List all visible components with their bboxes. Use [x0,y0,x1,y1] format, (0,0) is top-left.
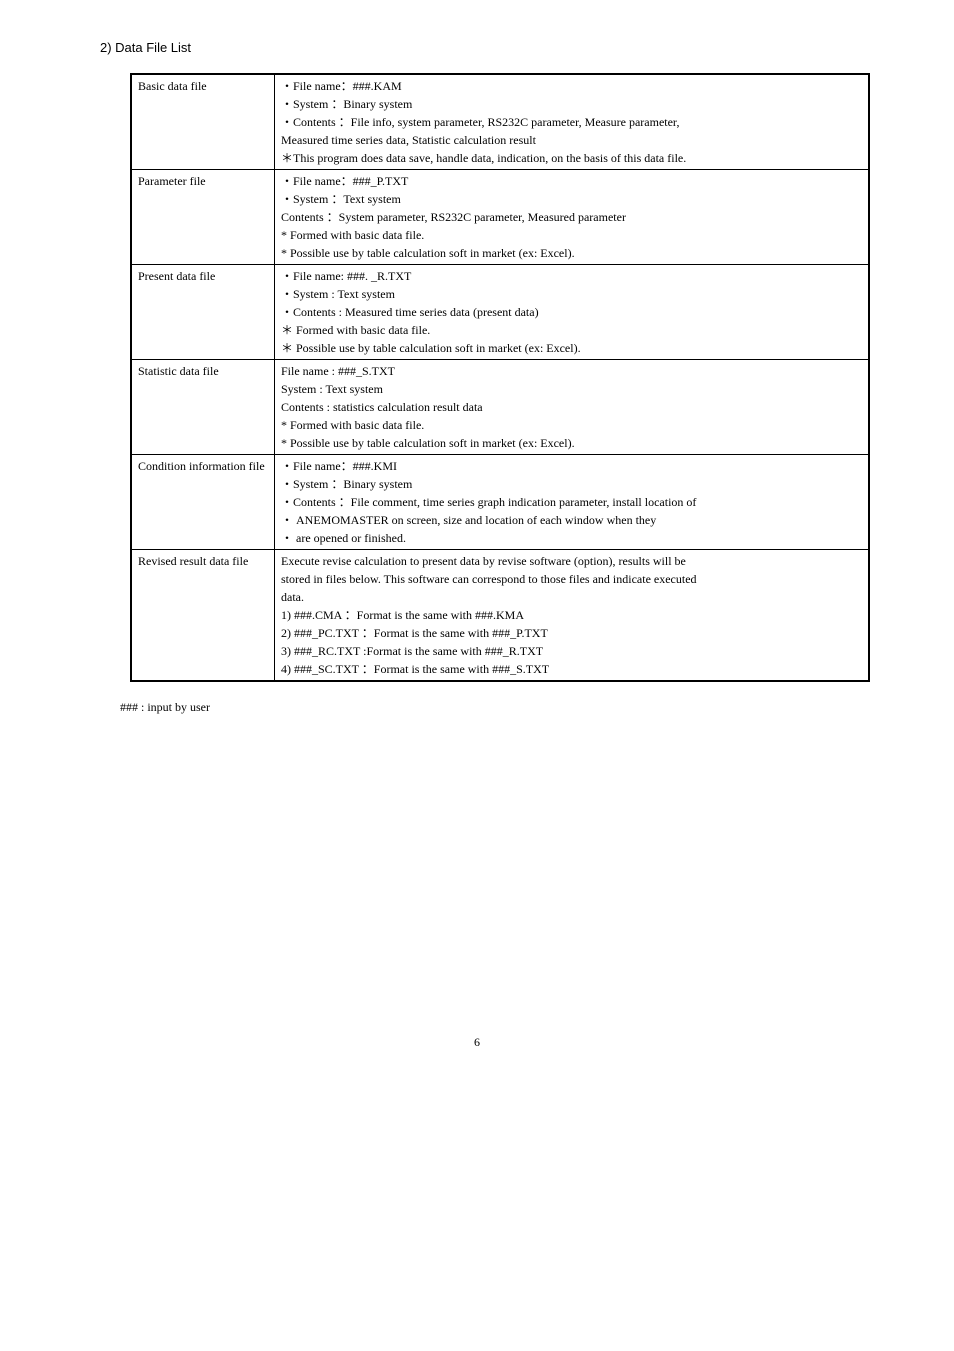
row-label: Condition information file [131,455,275,550]
content-line: ・System ：Binary system [281,475,862,493]
content-line: Contents ：System parameter, RS232C param… [281,208,862,226]
section-header: 2) Data File List [100,40,894,55]
content-line: ・File name：###.KMI [281,457,862,475]
table-row: Parameter file・File name：###_P.TXT・Syste… [131,170,869,265]
content-line: stored in files below. This software can… [281,570,862,588]
content-line: ・System ：Binary system [281,95,862,113]
content-line: ・ are opened or finished. [281,529,862,547]
content-line: ・System ：Text system [281,190,862,208]
content-line: Contents : statistics calculation result… [281,398,862,416]
content-line: ・System : Text system [281,285,862,303]
row-label: Present data file [131,265,275,360]
content-line: ・File name: ###. _R.TXT [281,267,862,285]
content-line: Measured time series data, Statistic cal… [281,131,862,149]
content-line: 4) ###_SC.TXT ：Format is the same with #… [281,660,862,678]
content-line: ＊ Possible use by table calculation soft… [281,339,862,357]
content-line: ・Contents ：File comment, time series gra… [281,493,862,511]
row-label: Statistic data file [131,360,275,455]
content-line: Execute revise calculation to present da… [281,552,862,570]
page-number: 6 [60,1035,894,1050]
content-line: ・ ANEMOMASTER on screen, size and locati… [281,511,862,529]
content-line: * Possible use by table calculation soft… [281,434,862,452]
row-content: ・File name：###.KMI・System ：Binary system… [275,455,870,550]
content-line: ・Contents : Measured time series data (p… [281,303,862,321]
content-line: 2) ###_PC.TXT ：Format is the same with #… [281,624,862,642]
row-content: File name : ###_S.TXT System : Text syst… [275,360,870,455]
table-row: Basic data file・File name：###.KAM・System… [131,74,869,170]
content-line: 1) ###.CMA ：Format is the same with ###.… [281,606,862,624]
row-label: Revised result data file [131,550,275,682]
content-line: ・Contents ：File info, system parameter, … [281,113,862,131]
content-line: * Possible use by table calculation soft… [281,244,862,262]
content-line: ＊This program does data save, handle dat… [281,149,862,167]
content-line: ・File name：###_P.TXT [281,172,862,190]
table-row: Present data file・File name: ###. _R.TXT… [131,265,869,360]
data-file-table: Basic data file・File name：###.KAM・System… [130,73,870,682]
table-row: Condition information file・File name：###… [131,455,869,550]
row-content: Execute revise calculation to present da… [275,550,870,682]
row-label: Basic data file [131,74,275,170]
row-content: ・File name：###.KAM・System ：Binary system… [275,74,870,170]
footnote: ### : input by user [120,700,894,715]
content-line: data. [281,588,862,606]
content-line: * Formed with basic data file. [281,416,862,434]
table-row: Revised result data file Execute revise c… [131,550,869,682]
content-line: * Formed with basic data file. [281,226,862,244]
row-content: ・File name: ###. _R.TXT・System : Text sy… [275,265,870,360]
table-row: Statistic data file File name : ###_S.TX… [131,360,869,455]
content-line: ＊ Formed with basic data file. [281,321,862,339]
content-line: 3) ###_RC.TXT :Format is the same with #… [281,642,862,660]
row-label: Parameter file [131,170,275,265]
content-line: ・File name：###.KAM [281,77,862,95]
content-line: File name : ###_S.TXT [281,362,862,380]
content-line: System : Text system [281,380,862,398]
row-content: ・File name：###_P.TXT・System ：Text system… [275,170,870,265]
